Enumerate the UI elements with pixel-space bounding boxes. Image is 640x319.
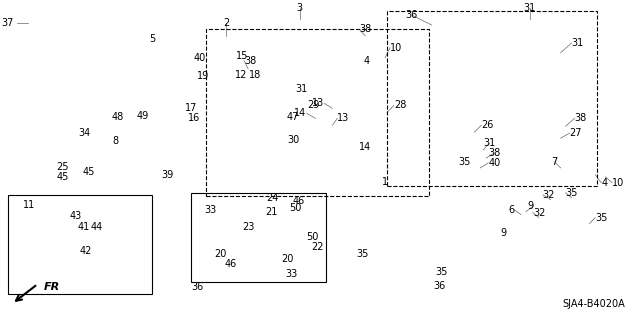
Text: 48: 48 [112,112,124,122]
Text: 35: 35 [435,267,448,277]
Text: 29: 29 [307,100,320,110]
Bar [191,193,326,282]
Text: 27: 27 [570,128,582,138]
Text: 3: 3 [296,3,303,13]
Text: 45: 45 [56,172,68,182]
Text: 8: 8 [112,136,118,146]
Text: 50: 50 [289,203,301,213]
Text: 15: 15 [236,51,248,61]
Text: 35: 35 [458,157,471,167]
Text: 44: 44 [90,222,102,233]
Text: 24: 24 [267,193,279,203]
Text: 1: 1 [382,177,388,187]
Text: 50: 50 [307,233,319,242]
Text: 13: 13 [337,113,349,123]
Text: 17: 17 [186,103,198,113]
Text: 20: 20 [214,249,227,259]
Text: 40: 40 [193,53,205,63]
Text: 21: 21 [266,207,278,217]
Text: 4: 4 [363,56,369,66]
Text: 19: 19 [197,70,209,81]
Text: 31: 31 [524,3,536,13]
Text: 36: 36 [191,282,204,292]
Text: 31: 31 [296,84,308,93]
Text: 20: 20 [282,254,294,264]
Text: 28: 28 [394,100,406,110]
Text: 18: 18 [249,70,261,80]
Text: 49: 49 [137,111,149,121]
Text: 38: 38 [359,24,371,34]
Text: 12: 12 [235,70,247,80]
Text: 31: 31 [483,138,495,148]
Text: 10: 10 [390,43,402,53]
Bar [387,11,597,186]
Text: 2: 2 [223,18,229,28]
Text: FR: FR [44,282,60,292]
Text: 23: 23 [242,222,254,233]
Text: 43: 43 [69,211,81,220]
Text: 22: 22 [311,242,324,252]
Text: 7: 7 [552,157,558,167]
Text: 9: 9 [500,228,506,238]
Text: 36: 36 [406,10,418,20]
Text: 25: 25 [56,162,68,172]
Text: 9: 9 [528,201,534,211]
Text: 35: 35 [595,212,608,223]
Text: 34: 34 [78,128,90,138]
Text: 36: 36 [433,281,445,291]
Text: 38: 38 [244,56,257,66]
Text: 6: 6 [508,204,514,215]
Text: 5: 5 [150,34,156,44]
Text: 14: 14 [294,108,307,118]
Text: 11: 11 [22,200,35,210]
Text: 38: 38 [575,113,587,123]
Text: 42: 42 [79,246,92,256]
Text: 14: 14 [359,142,371,152]
Text: SJA4-B4020A: SJA4-B4020A [563,299,625,309]
Text: 32: 32 [543,190,555,200]
Text: 40: 40 [488,158,500,168]
Text: 39: 39 [161,170,173,180]
Text: 41: 41 [77,222,90,233]
Text: 32: 32 [533,208,545,218]
Bar [206,29,429,196]
Text: 45: 45 [82,167,95,177]
Text: 38: 38 [488,148,500,158]
Text: 10: 10 [612,178,625,188]
Text: 30: 30 [287,135,300,145]
Text: 13: 13 [312,99,324,108]
Text: 37: 37 [1,18,14,28]
Text: 35: 35 [356,249,369,259]
Bar [8,195,152,294]
Text: 33: 33 [204,204,216,215]
Text: 26: 26 [481,120,493,130]
Text: 4: 4 [602,178,607,188]
Text: 47: 47 [287,112,299,122]
Text: 46: 46 [224,259,236,269]
Text: 35: 35 [566,188,578,198]
Text: 33: 33 [285,269,298,279]
Text: 31: 31 [572,38,584,48]
Text: 46: 46 [292,196,305,206]
Text: 16: 16 [188,113,200,123]
